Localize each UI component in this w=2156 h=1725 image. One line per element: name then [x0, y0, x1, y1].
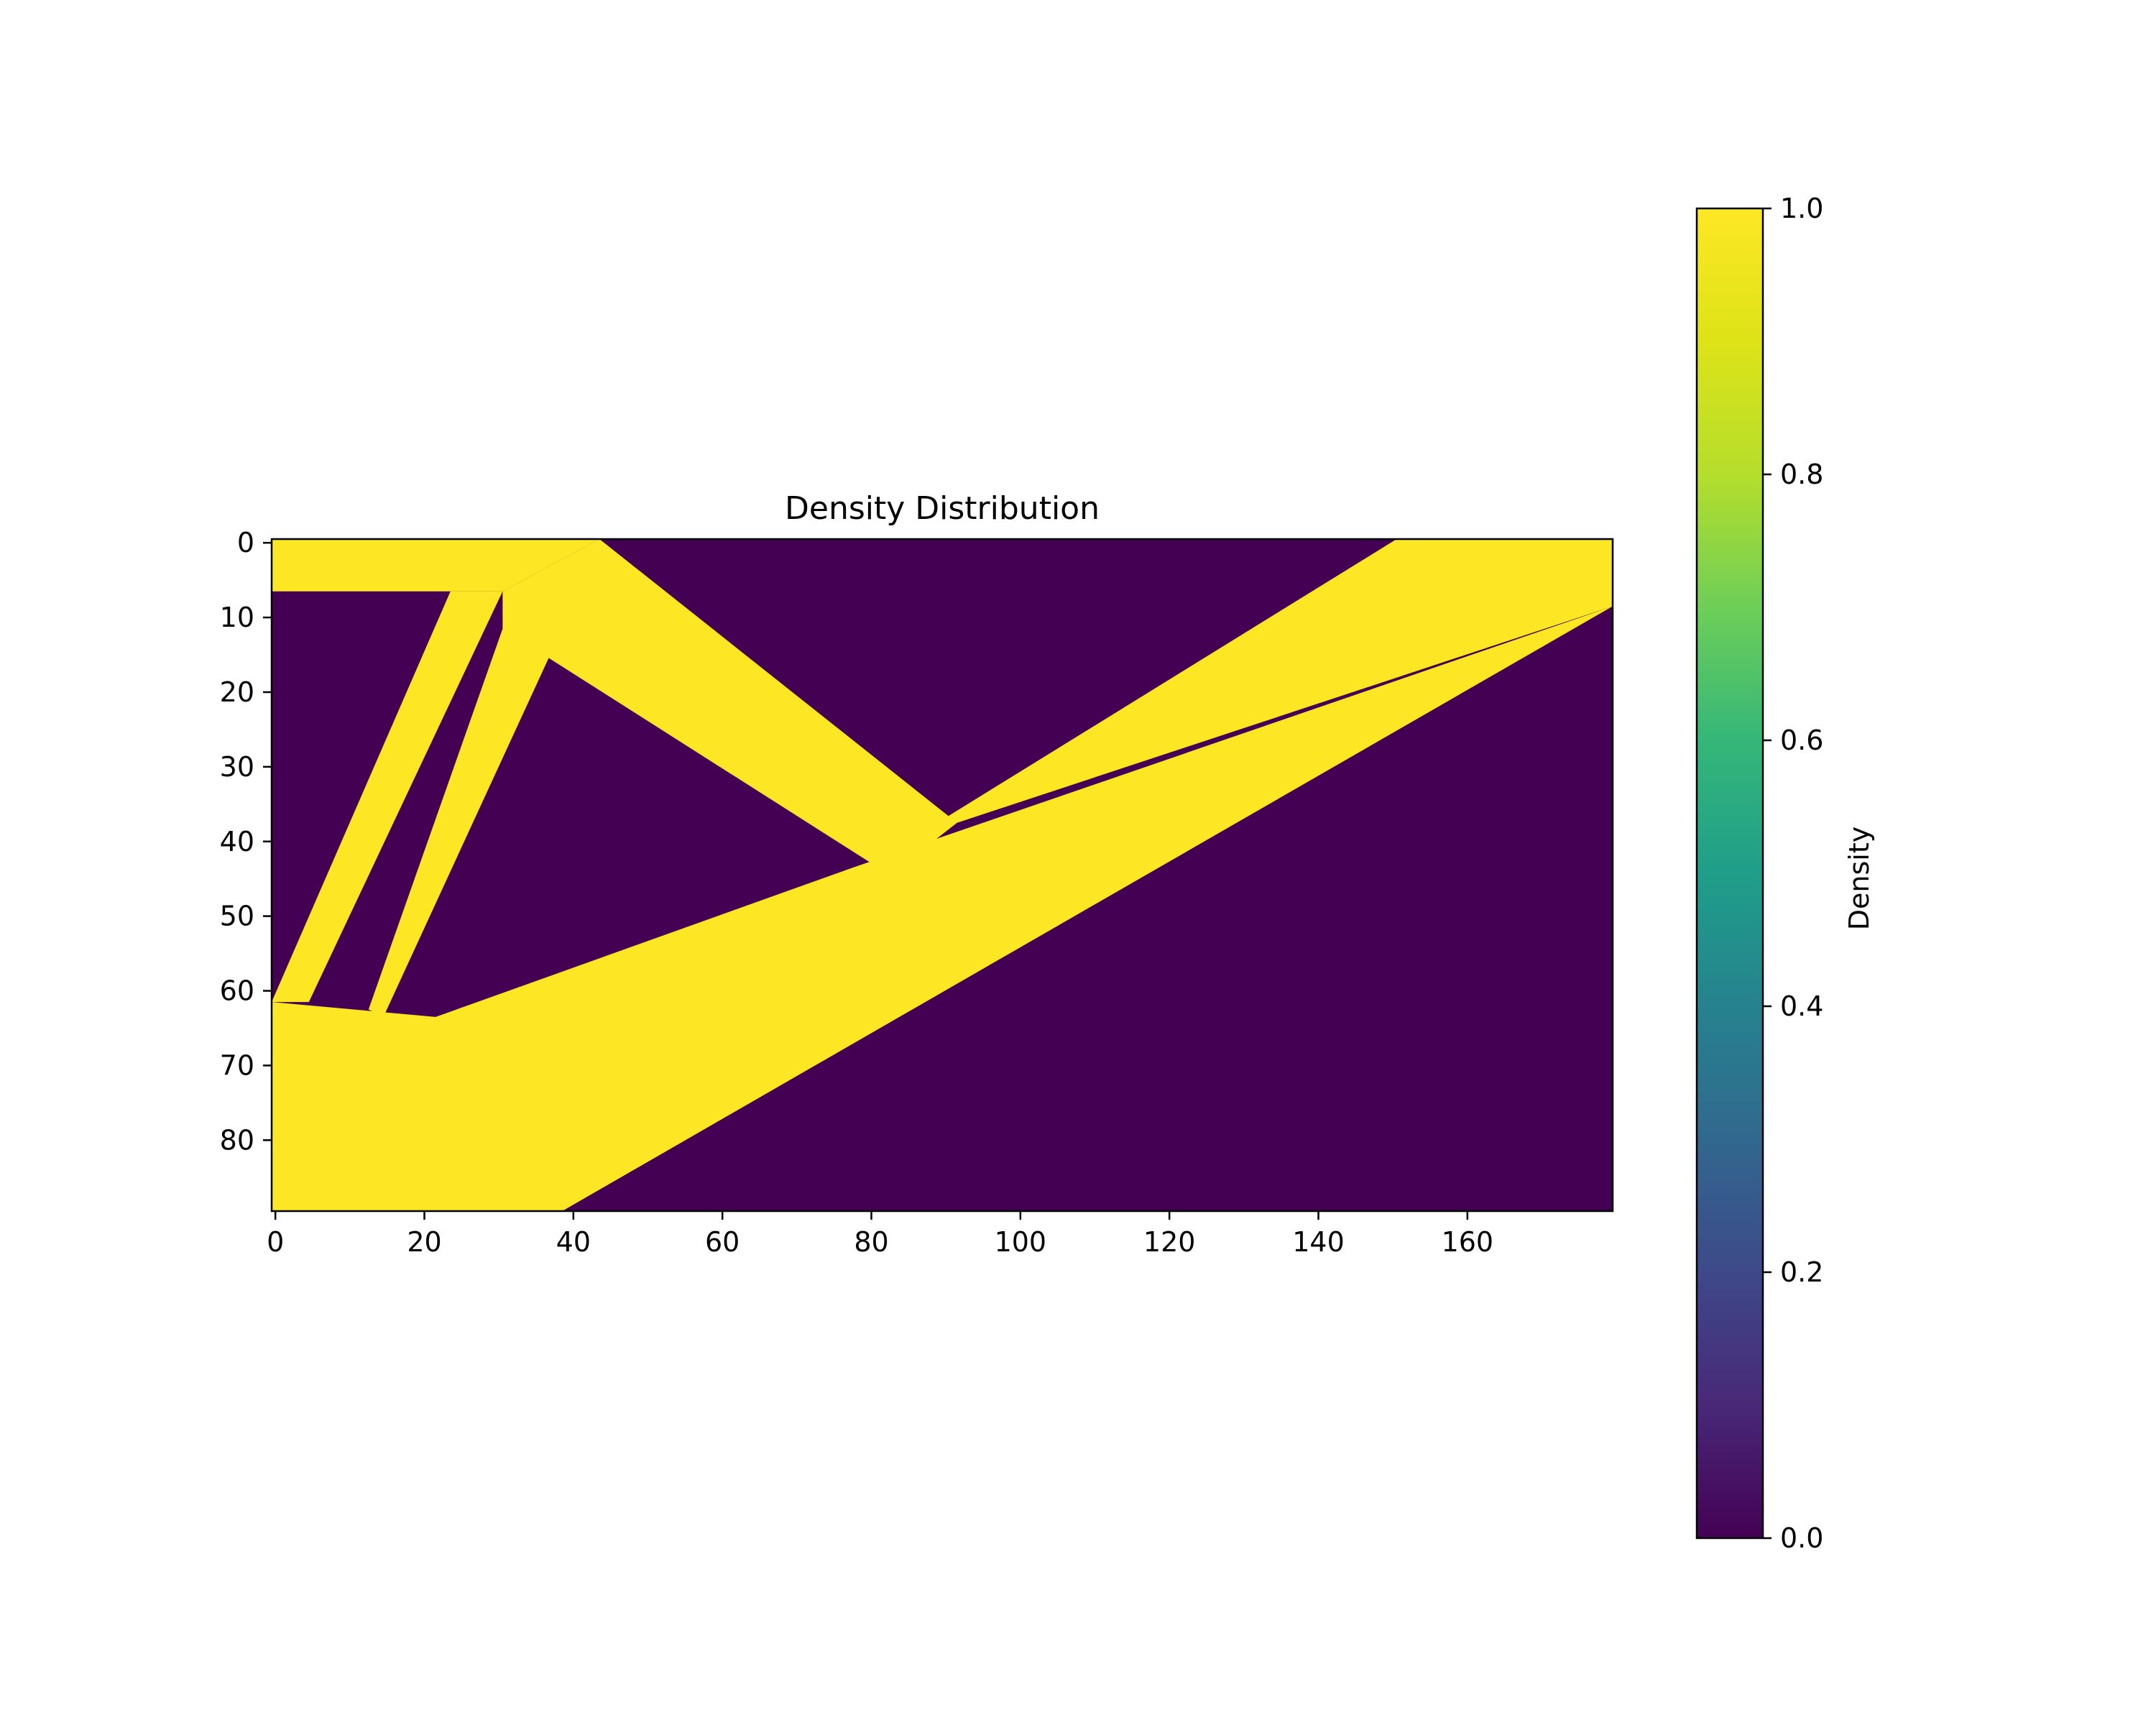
x-tick-label: 160 [1442, 1226, 1494, 1258]
y-axis-ticks: 0 10 20 30 40 50 60 70 80 [220, 527, 272, 1156]
y-tick-label: 60 [220, 975, 254, 1007]
colorbar-tick-label: 0.0 [1780, 1522, 1823, 1554]
y-tick-label: 50 [220, 901, 254, 932]
y-tick-label: 10 [220, 602, 254, 633]
x-tick-label: 0 [267, 1226, 284, 1258]
x-tick-label: 140 [1292, 1226, 1345, 1258]
density-region-left-vertical-strut [272, 591, 503, 1003]
colorbar-tick-label: 0.6 [1780, 724, 1823, 756]
density-region-inner-left-strut [368, 628, 563, 1017]
colorbar-tick-label: 0.2 [1780, 1256, 1823, 1288]
y-tick-label: 40 [220, 826, 254, 857]
y-tick-label: 20 [220, 676, 254, 708]
colorbar-tick-label: 0.4 [1780, 990, 1823, 1022]
heatmap-plot-area [270, 538, 1614, 1213]
y-tick-label: 80 [220, 1124, 254, 1156]
x-tick-label: 80 [854, 1226, 888, 1258]
density-region-bottom-left-block [272, 606, 1613, 1211]
colorbar-gradient [1695, 207, 1764, 1540]
x-tick-label: 100 [995, 1226, 1047, 1258]
chart-title: Density Distribution [785, 490, 1100, 527]
colorbar: 0.0 0.2 0.4 0.6 0.8 1.0 Density [1695, 193, 1875, 1554]
colorbar-label: Density [1843, 827, 1875, 930]
y-tick-label: 0 [237, 527, 254, 558]
heatmap-frame [270, 538, 1614, 1213]
density-regions [272, 539, 1613, 1211]
x-tick-label: 60 [705, 1226, 740, 1258]
y-tick-label: 30 [220, 751, 254, 783]
colorbar-tick-label: 1.0 [1780, 193, 1823, 224]
density-region-upper-diagonal-member [502, 539, 957, 875]
density-region-top-left-plate [272, 539, 600, 592]
x-tick-label: 20 [407, 1226, 441, 1258]
y-tick-label: 70 [220, 1049, 254, 1081]
colorbar-ticks: 0.0 0.2 0.4 0.6 0.8 1.0 [1763, 193, 1823, 1554]
x-tick-label: 40 [556, 1226, 591, 1258]
colorbar-tick-label: 0.8 [1780, 459, 1823, 490]
x-axis-ticks: 0 20 40 60 80 100 120 140 160 [267, 1211, 1493, 1258]
density-region-right-top-chord [852, 539, 1613, 875]
x-tick-label: 120 [1143, 1226, 1196, 1258]
